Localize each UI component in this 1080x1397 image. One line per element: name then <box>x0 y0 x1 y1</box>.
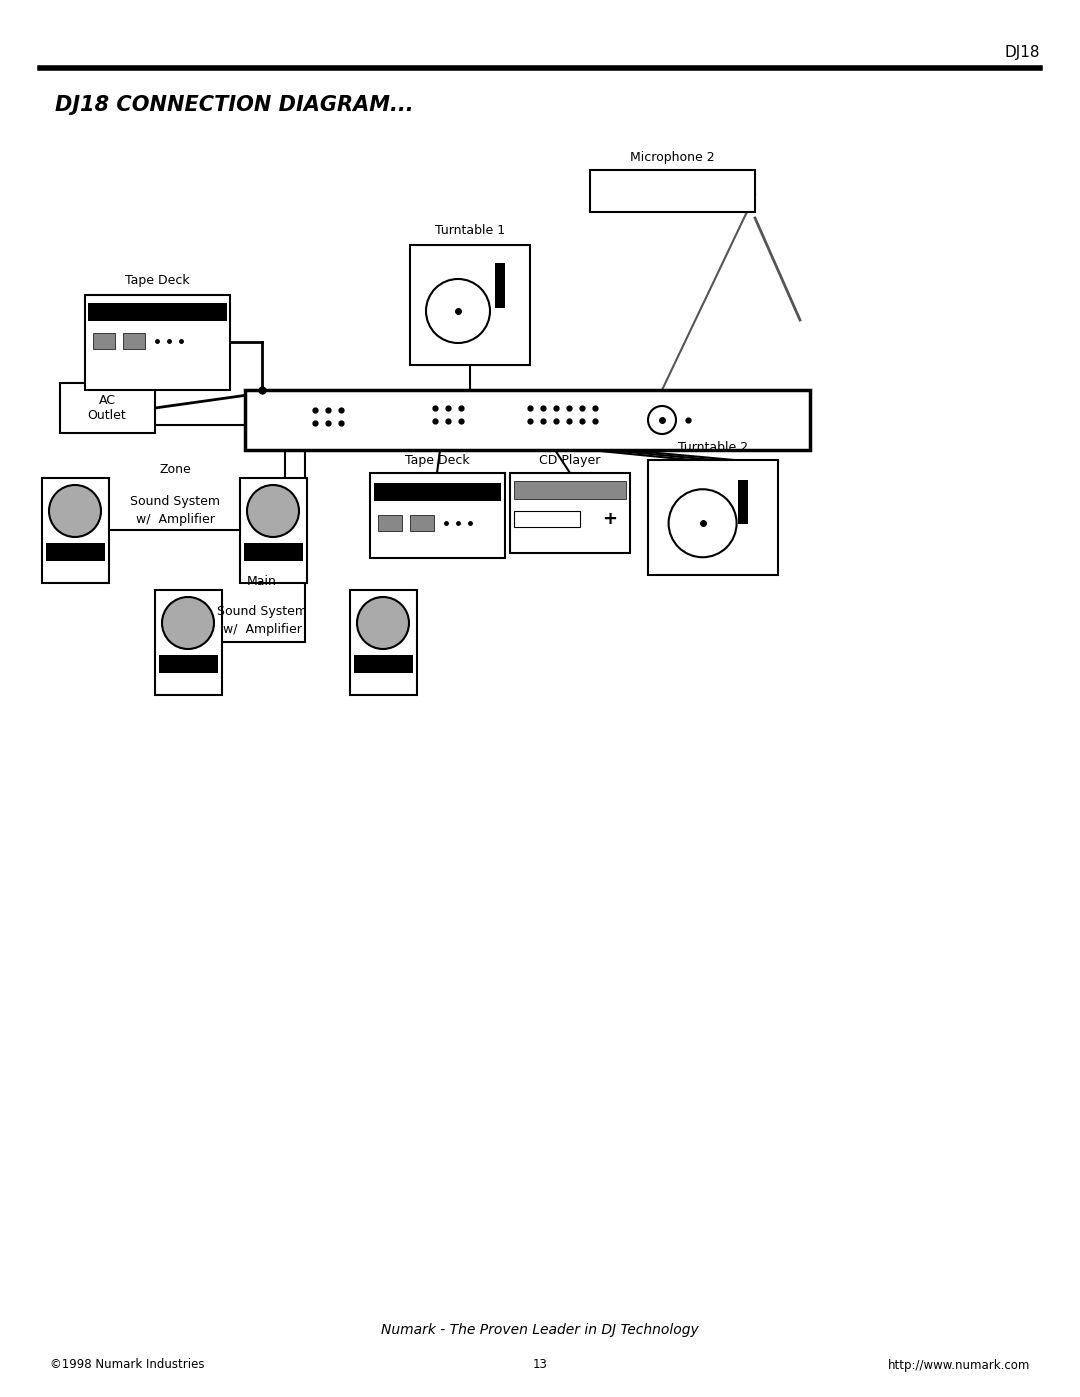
Circle shape <box>247 485 299 536</box>
Bar <box>42 478 109 583</box>
Text: ©1998 Numark Industries: ©1998 Numark Industries <box>50 1358 204 1372</box>
Text: w/  Amplifier: w/ Amplifier <box>136 514 215 527</box>
Bar <box>514 481 626 499</box>
Circle shape <box>426 279 490 344</box>
Bar <box>648 460 778 576</box>
Text: Sound System: Sound System <box>130 496 220 509</box>
Text: Zone: Zone <box>159 462 191 476</box>
Bar <box>85 295 230 390</box>
Bar <box>60 383 156 433</box>
Bar <box>240 478 307 583</box>
Text: Main: Main <box>247 576 276 588</box>
Text: Turntable 1: Turntable 1 <box>435 224 505 237</box>
Text: DJ18: DJ18 <box>1004 45 1040 60</box>
Circle shape <box>357 597 409 650</box>
Text: Sound System: Sound System <box>217 605 307 619</box>
Text: Tape Deck: Tape Deck <box>125 274 190 286</box>
Bar <box>46 543 105 562</box>
Bar <box>245 390 810 450</box>
Bar <box>410 515 434 531</box>
Bar <box>244 543 303 562</box>
Text: Numark - The Proven Leader in DJ Technology: Numark - The Proven Leader in DJ Technol… <box>381 1323 699 1337</box>
Bar <box>590 170 755 212</box>
Bar <box>514 511 580 527</box>
Text: +: + <box>603 510 617 528</box>
Circle shape <box>49 485 102 536</box>
Bar <box>93 332 114 349</box>
Circle shape <box>162 597 214 650</box>
Text: http://www.numark.com: http://www.numark.com <box>888 1358 1030 1372</box>
Bar <box>378 515 402 531</box>
Bar <box>123 332 145 349</box>
Bar <box>410 244 530 365</box>
Text: Tape Deck: Tape Deck <box>405 454 470 467</box>
Bar <box>156 590 222 694</box>
Circle shape <box>669 489 737 557</box>
Circle shape <box>648 407 676 434</box>
Bar <box>738 481 748 524</box>
Bar <box>510 474 630 553</box>
Text: w/  Amplifier: w/ Amplifier <box>222 623 301 637</box>
Bar <box>374 483 501 502</box>
Bar <box>87 303 227 321</box>
Text: 13: 13 <box>532 1358 548 1372</box>
Bar <box>159 655 218 673</box>
Text: CD Player: CD Player <box>539 454 600 467</box>
Text: Turntable 2: Turntable 2 <box>678 441 748 454</box>
Text: AC
Outlet: AC Outlet <box>87 394 126 422</box>
Text: DJ18 CONNECTION DIAGRAM...: DJ18 CONNECTION DIAGRAM... <box>55 95 414 115</box>
Bar <box>350 590 417 694</box>
Bar <box>495 263 505 307</box>
Text: Microphone 2: Microphone 2 <box>631 151 715 163</box>
Bar <box>354 655 413 673</box>
Bar <box>370 474 505 557</box>
